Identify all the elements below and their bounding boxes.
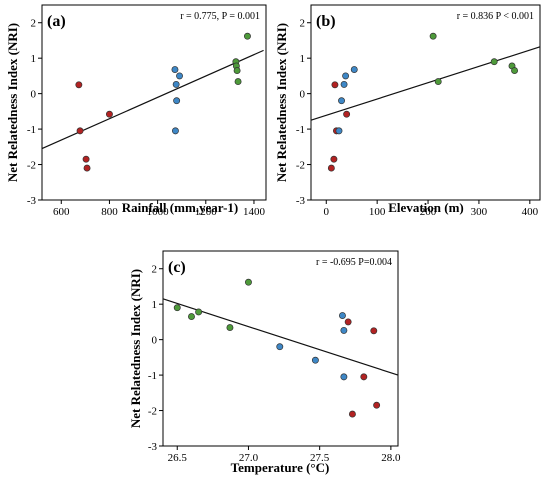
panel-a-point-blue <box>172 80 180 88</box>
panel-c-point-red <box>373 401 381 409</box>
panel-b-x-tick-label: 100 <box>369 206 386 218</box>
panel-c-point-blue <box>311 356 319 364</box>
panel-c-point-green <box>173 304 181 312</box>
panel-b-plot-frame <box>310 4 541 201</box>
panel-b-label: (b) <box>316 13 336 30</box>
panel-a-point-blue <box>171 66 179 73</box>
panel-b-point-green <box>429 32 437 40</box>
panel-c-x-tick-label: 27.5 <box>310 452 330 464</box>
panel-a-point-red <box>83 164 91 172</box>
panel-b-x-tick-label: 400 <box>522 206 539 218</box>
panel-c-y-tick-label: 2 <box>152 264 158 276</box>
panel-b-y-tick-label: -1 <box>296 124 305 136</box>
panel-a-y-tick-label: 1 <box>31 53 37 65</box>
panel-c-point-blue <box>276 343 284 351</box>
panel-c-label: (c) <box>168 259 186 276</box>
panel-c-point-red <box>344 318 352 326</box>
panel-b-point-green <box>490 58 498 66</box>
panel-a-point-green <box>244 32 251 40</box>
panel-a-stat-text: r = 0.775, P = 0.001 <box>180 11 260 22</box>
panel-c-point-red <box>370 327 378 335</box>
panel-b-point-blue <box>340 80 348 88</box>
panel-c-y-tick-label: 1 <box>152 299 158 311</box>
panel-a-point-blue <box>171 127 179 135</box>
panel-c-point-red <box>348 410 356 418</box>
panel-b: 0 100 200 300 400 -3 -2 -1 0 1 2 (b) r = 0.836 P < 0… <box>274 4 541 218</box>
panel-b-y-axis-label: Net Relatedness Index (NRI) <box>274 23 289 182</box>
panel-b-y-tick-label: -3 <box>296 195 306 207</box>
panel-a-plot-frame <box>41 4 267 201</box>
panel-a-point-red <box>75 81 83 89</box>
panel-b-point-green <box>434 78 442 86</box>
panel-a: 600 800 1000 1200 1400 -3 -2 -1 0 1 2 (a) r = 0.775,… <box>5 4 267 218</box>
panel-a-y-tick-label: -3 <box>27 195 37 207</box>
panel-c-plot-frame <box>162 250 399 447</box>
panel-c-x-axis-label: Temperature (°C) <box>231 460 330 475</box>
panel-b-y-tick-label: 2 <box>300 18 306 30</box>
panel-a-x-tick-label: 800 <box>101 206 118 218</box>
panel-b-point-red <box>343 110 351 118</box>
panel-c-point-green <box>226 324 234 332</box>
panel-b-point-blue <box>338 97 345 105</box>
panel-c: 26.5 27.0 27.5 28.0 -3 -2 -1 0 1 2 (c) r = -0.695 P… <box>128 250 401 475</box>
panel-c-y-tick-label: 0 <box>152 335 158 347</box>
panel-a-y-tick-label: 0 <box>31 89 37 101</box>
panel-b-x-axis-label: Elevation (m) <box>388 200 463 215</box>
panel-b-y-tick-label: 1 <box>300 53 306 65</box>
panel-b-y-tick-label: -2 <box>296 160 305 172</box>
panel-c-y-tick-label: -2 <box>148 406 157 418</box>
panel-b-point-green <box>511 67 519 75</box>
panel-b-point-blue <box>335 127 343 135</box>
panel-b-point-blue <box>350 66 358 73</box>
panel-b-point-blue <box>342 72 350 80</box>
panel-b-point-red <box>330 155 338 163</box>
panel-c-point-green <box>245 278 252 286</box>
panel-a-point-red <box>76 127 84 135</box>
panel-a-point-blue <box>176 72 183 80</box>
panel-a-x-tick-label: 1000 <box>147 206 170 218</box>
panel-a-y-tick-label: -1 <box>27 124 36 136</box>
panel-b-y-tick-label: 0 <box>300 89 306 101</box>
panel-b-trend-line <box>310 46 541 121</box>
panel-a-y-tick-label: -2 <box>27 160 36 172</box>
panel-a-y-axis-label: Net Relatedness Index (NRI) <box>5 23 20 182</box>
panel-b-point-red <box>331 81 339 89</box>
panel-c-trend-line <box>162 298 399 376</box>
panel-b-x-tick-label: 300 <box>471 206 488 218</box>
panel-c-y-tick-label: -1 <box>148 370 157 382</box>
panel-c-point-blue <box>340 326 348 334</box>
panel-b-x-tick-label: 0 <box>324 206 330 218</box>
panel-c-point-blue <box>339 312 346 319</box>
panel-c-stat-text: r = -0.695 P=0.004 <box>316 257 392 268</box>
panel-c-x-tick-label: 28.0 <box>381 452 401 464</box>
panel-c-x-tick-label: 27.0 <box>239 452 259 464</box>
panel-a-x-axis-label: Rainfall (mm.year-1) <box>122 200 239 215</box>
panel-c-point-blue <box>340 373 348 381</box>
panel-a-x-tick-label: 1400 <box>243 206 266 218</box>
panel-c-point-green <box>195 308 203 316</box>
panel-c-point-red <box>360 373 368 381</box>
panel-c-point-green <box>188 313 195 321</box>
panel-a-point-green <box>234 78 242 86</box>
panel-c-y-tick-label: -3 <box>148 441 158 453</box>
panel-c-y-axis-label: Net Relatedness Index (NRI) <box>128 269 143 428</box>
panel-b-point-red <box>327 164 335 172</box>
panel-a-trend-line <box>41 49 264 150</box>
panel-a-point-blue <box>173 97 181 105</box>
panel-a-y-tick-label: 2 <box>31 18 37 30</box>
panel-a-point-red <box>105 110 113 118</box>
panel-a-x-tick-label: 1200 <box>195 206 218 218</box>
panel-a-label: (a) <box>47 13 66 30</box>
panel-b-x-tick-label: 200 <box>420 206 437 218</box>
panel-b-stat-text: r = 0.836 P < 0.001 <box>457 11 534 22</box>
panel-c-x-tick-label: 26.5 <box>168 452 188 464</box>
panel-a-x-tick-label: 600 <box>53 206 70 218</box>
panel-a-point-green <box>233 67 241 75</box>
panel-a-point-red <box>82 155 90 163</box>
